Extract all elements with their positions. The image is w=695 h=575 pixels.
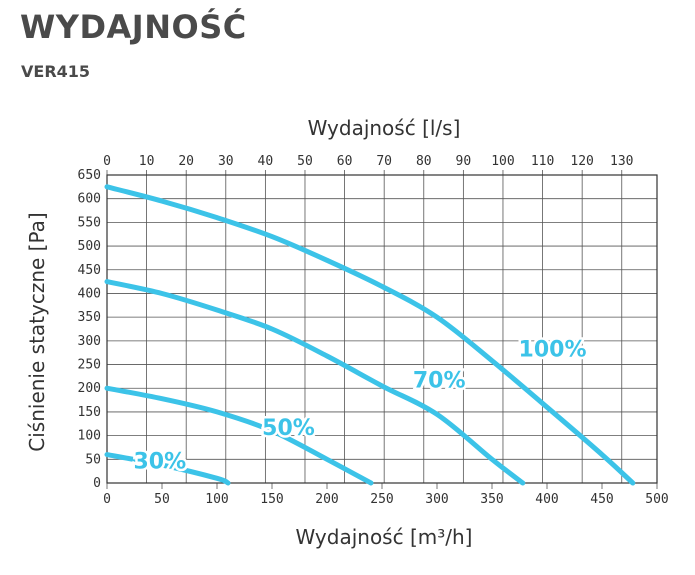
x-tick-label: 350 — [480, 492, 503, 507]
bottom-axis-title: Wydajność [m³/h] — [296, 525, 473, 549]
y-tick-label: 400 — [78, 286, 101, 301]
x-tick-label: 50 — [154, 492, 170, 507]
y-tick-label: 200 — [78, 381, 101, 396]
top-axis-title: Wydajność [l/s] — [308, 116, 461, 140]
x2-tick-label: 130 — [610, 154, 633, 169]
x2-tick-label: 70 — [376, 154, 392, 169]
x2-tick-label: 50 — [297, 154, 313, 169]
series-label-100: 100% — [519, 337, 587, 362]
y-tick-label: 550 — [78, 215, 101, 230]
y-tick-label: 450 — [78, 263, 101, 278]
x2-tick-label: 40 — [258, 154, 274, 169]
y-tick-label: 350 — [78, 310, 101, 325]
x2-tick-label: 60 — [337, 154, 353, 169]
x-tick-label: 450 — [590, 492, 613, 507]
series-line-100 — [104, 184, 636, 486]
x-tick-label: 200 — [315, 492, 338, 507]
x-tick-label: 150 — [260, 492, 283, 507]
series-line-30 — [104, 452, 231, 486]
y-tick-label: 600 — [78, 192, 101, 207]
x-tick-label: 300 — [425, 492, 448, 507]
y-tick-label: 250 — [78, 358, 101, 373]
x2-tick-label: 120 — [570, 154, 593, 169]
chart-ticks: 0501001502002503003504004505005506006500… — [78, 154, 669, 507]
x-tick-label: 250 — [370, 492, 393, 507]
chart-labels: 100% 70% 50% 30% — [131, 335, 589, 477]
x2-tick-label: 110 — [531, 154, 554, 169]
x2-tick-label: 100 — [491, 154, 514, 169]
x-tick-label: 100 — [205, 492, 228, 507]
series-label-70: 70% — [413, 369, 466, 394]
y-tick-label: 50 — [85, 452, 101, 467]
series-label-30: 30% — [133, 449, 186, 474]
y-tick-label: 100 — [78, 429, 101, 444]
model-subtitle: VER415 — [21, 62, 91, 81]
chart-curves — [104, 184, 636, 486]
x2-tick-label: 10 — [139, 154, 155, 169]
y-tick-label: 0 — [93, 476, 101, 491]
x2-tick-label: 0 — [103, 154, 111, 169]
x2-tick-label: 80 — [416, 154, 432, 169]
y-tick-label: 300 — [78, 334, 101, 349]
x2-tick-label: 90 — [456, 154, 472, 169]
series-label-50: 50% — [262, 416, 315, 441]
x-tick-label: 400 — [535, 492, 558, 507]
plot-border — [106, 174, 658, 484]
page-title: WYDAJNOŚĆ — [20, 8, 247, 46]
y-tick-label: 150 — [78, 405, 101, 420]
x2-tick-label: 20 — [178, 154, 194, 169]
y-axis-title: Ciśnienie statyczne [Pa] — [25, 212, 49, 451]
y-tick-label: 500 — [78, 239, 101, 254]
x-tick-label: 0 — [103, 492, 111, 507]
chart-grid — [106, 170, 658, 489]
x2-tick-label: 30 — [218, 154, 234, 169]
series-line-50 — [104, 385, 374, 486]
x-tick-label: 500 — [645, 492, 668, 507]
y-tick-label: 650 — [78, 168, 101, 183]
series-line-70 — [104, 279, 526, 486]
